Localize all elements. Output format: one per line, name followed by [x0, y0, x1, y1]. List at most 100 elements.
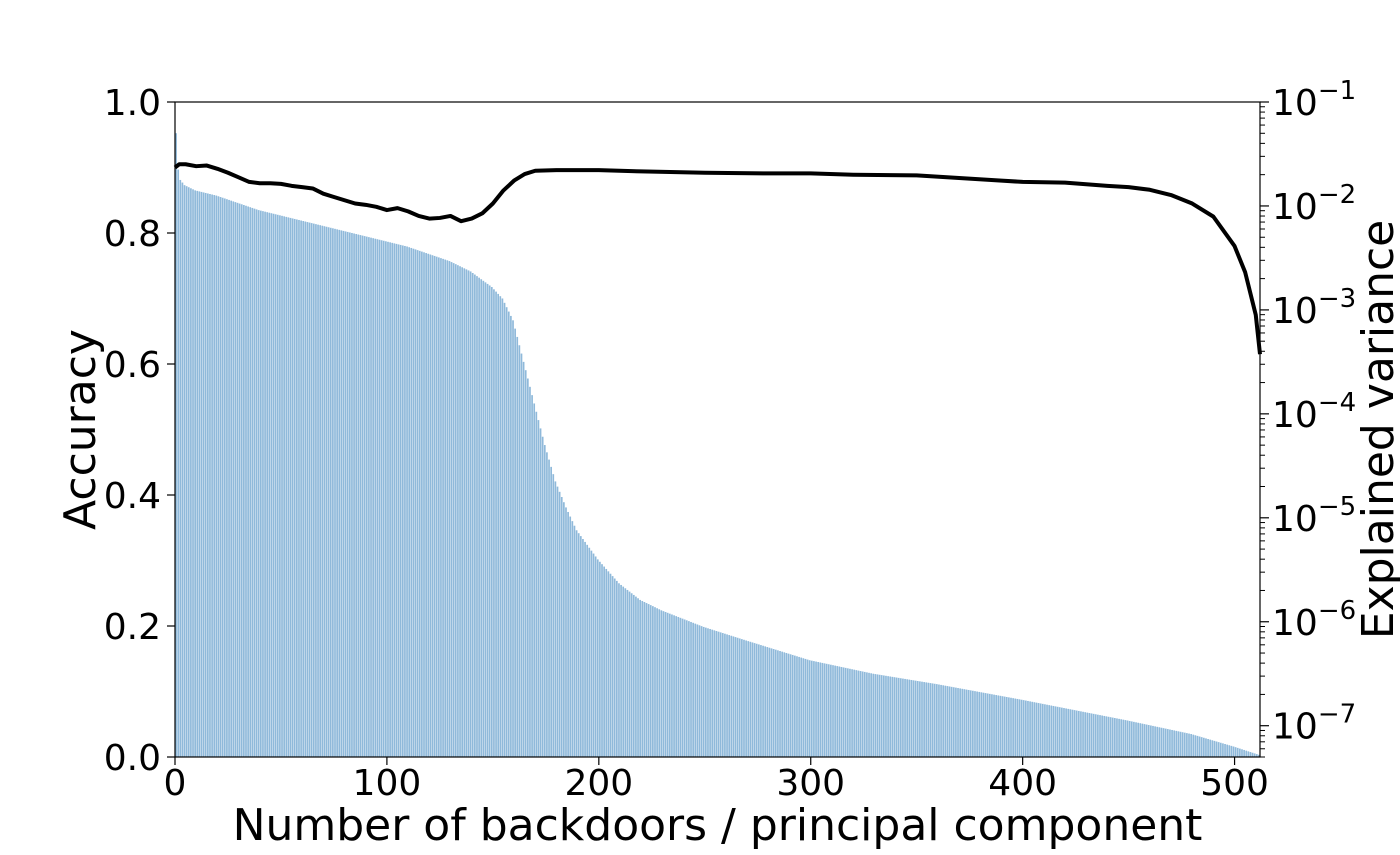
- bar: [444, 259, 447, 757]
- bar: [442, 258, 444, 757]
- bar: [262, 211, 264, 757]
- bar: [912, 680, 915, 757]
- bar: [1103, 715, 1106, 757]
- y2-tick-exponent: −7: [1318, 700, 1356, 730]
- bar: [749, 641, 752, 757]
- bar: [724, 633, 726, 757]
- bar: [497, 293, 500, 757]
- bar: [560, 497, 563, 757]
- y2-axis-label: Explained variance: [1353, 220, 1400, 639]
- bar: [385, 241, 387, 758]
- bar: [264, 211, 266, 758]
- bar: [1139, 723, 1142, 757]
- bar: [895, 677, 898, 757]
- bar: [531, 395, 533, 757]
- bar: [516, 336, 519, 757]
- bar: [1016, 698, 1019, 757]
- bar: [1020, 699, 1023, 757]
- bar: [219, 197, 222, 757]
- bar: [459, 266, 461, 757]
- bar: [1192, 734, 1195, 757]
- bar: [429, 254, 432, 757]
- bar: [662, 611, 665, 757]
- bar: [579, 536, 582, 757]
- bar: [1219, 742, 1222, 757]
- bar: [298, 219, 300, 758]
- bar: [482, 280, 485, 757]
- bar: [944, 685, 947, 757]
- bar: [1010, 697, 1012, 757]
- bar: [783, 652, 786, 757]
- bar: [652, 606, 654, 757]
- bar: [486, 283, 489, 757]
- bar: [978, 691, 981, 757]
- bar: [887, 676, 889, 757]
- bar: [202, 192, 205, 757]
- bar: [991, 694, 993, 757]
- bar: [471, 273, 474, 757]
- bar: [863, 671, 866, 757]
- bar: [965, 689, 968, 757]
- bar: [1143, 724, 1146, 757]
- bar: [1171, 729, 1173, 757]
- bar: [770, 648, 773, 757]
- bar: [342, 230, 345, 757]
- bar: [995, 695, 998, 757]
- bar: [1209, 739, 1212, 757]
- bar: [834, 665, 836, 757]
- bar: [1190, 734, 1192, 757]
- bar: [1253, 753, 1256, 757]
- bar: [626, 589, 629, 757]
- bar: [238, 203, 241, 757]
- bar: [221, 197, 224, 758]
- bar: [501, 298, 504, 757]
- bar: [1101, 715, 1103, 757]
- bar: [660, 610, 663, 757]
- y2-tick-label: 10−7: [1272, 700, 1356, 748]
- bar: [1124, 720, 1127, 757]
- bar: [974, 691, 976, 757]
- bar: [283, 216, 285, 758]
- bar: [537, 420, 540, 757]
- bar: [1003, 696, 1006, 757]
- bar: [1128, 720, 1131, 757]
- bar: [1054, 706, 1057, 757]
- bar: [232, 201, 235, 757]
- y2-tick-exponent: −5: [1318, 492, 1356, 522]
- bar: [315, 224, 317, 757]
- bar: [910, 679, 913, 757]
- bar: [702, 626, 705, 757]
- bar: [226, 199, 228, 757]
- bar: [1097, 714, 1099, 757]
- bar: [649, 605, 652, 757]
- bar: [427, 253, 430, 757]
- bar: [478, 277, 480, 757]
- bar: [656, 608, 658, 757]
- bar: [607, 571, 610, 757]
- bar: [692, 622, 694, 757]
- bar: [209, 194, 211, 757]
- bar: [683, 619, 686, 757]
- y2-tick-exponent: −2: [1318, 180, 1356, 210]
- bar: [673, 615, 675, 757]
- bar: [732, 636, 735, 757]
- y2-tick-label: 10−5: [1272, 492, 1356, 540]
- bar: [705, 627, 707, 757]
- bar: [736, 637, 739, 757]
- bar: [1044, 704, 1046, 757]
- bar: [870, 673, 872, 757]
- bar: [323, 226, 326, 758]
- bar: [1228, 745, 1231, 757]
- bar: [853, 669, 856, 757]
- bar: [823, 663, 826, 757]
- bar: [611, 576, 614, 757]
- bar: [827, 664, 830, 757]
- bar: [1022, 700, 1025, 757]
- bar: [1113, 718, 1116, 757]
- bar: [240, 204, 243, 758]
- bar: [804, 658, 807, 757]
- bar: [696, 624, 699, 757]
- bar: [800, 657, 803, 757]
- bar: [647, 604, 650, 757]
